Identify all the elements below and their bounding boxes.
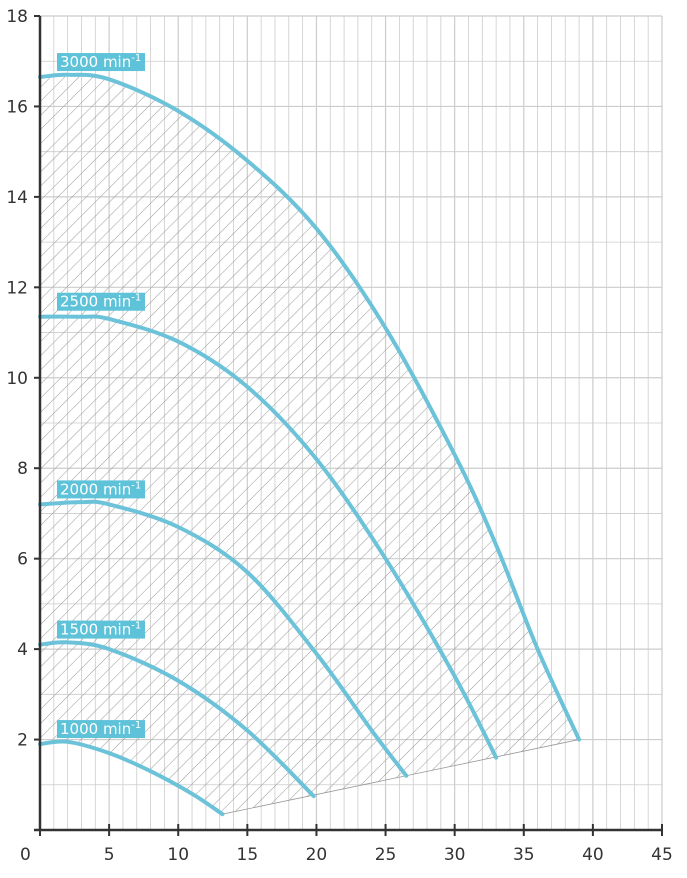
curve-label-1: 2500 min-1 xyxy=(57,292,145,311)
x-tick-label: 30 xyxy=(444,845,466,865)
axes xyxy=(34,15,663,836)
y-tick-label: 14 xyxy=(6,188,28,208)
speed-curve-0 xyxy=(38,72,582,742)
y-tick-label: 16 xyxy=(6,97,28,117)
y-tick-label: 18 xyxy=(6,7,28,27)
y-tick-label: 2 xyxy=(17,731,28,751)
tick-labels: 0 5 10 15 20 25 30 35 40 45 2 4 6 8 10 12 14 16 18 xyxy=(6,7,672,865)
speed-curves xyxy=(38,72,582,817)
curve-label-3: 1500 min-1 xyxy=(57,620,145,639)
curve-label-text: 2000 min-1 xyxy=(60,480,141,498)
y-tick-label: 12 xyxy=(6,278,28,298)
speed-curve-2 xyxy=(38,499,409,778)
x-tick-label: 20 xyxy=(306,845,328,865)
speed-curve-4 xyxy=(38,739,225,817)
curve-label-text: 1000 min-1 xyxy=(60,720,141,738)
curve-label-base: 2000 min xyxy=(60,480,131,498)
x-tick-label: 15 xyxy=(237,845,259,865)
curve-label-text: 2500 min-1 xyxy=(60,293,141,311)
speed-curve-3 xyxy=(38,640,316,799)
x-tick-label: 45 xyxy=(651,845,673,865)
curve-label-bg xyxy=(57,292,145,311)
curve-label-exponent: -1 xyxy=(131,293,141,304)
curve-label-bg xyxy=(57,53,145,72)
speed-curve-1 xyxy=(38,314,499,760)
curve-label-bg xyxy=(57,620,145,639)
y-tick-label: 4 xyxy=(17,640,28,660)
curve-label-base: 1500 min xyxy=(60,621,131,639)
curve-label-exponent: -1 xyxy=(131,621,141,632)
curve-label-base: 1000 min xyxy=(60,720,131,738)
curve-label-base: 3000 min xyxy=(60,53,131,71)
curve-label-4: 1000 min-1 xyxy=(57,720,145,739)
curve-label-text: 1500 min-1 xyxy=(60,621,141,639)
x-tick-label: 40 xyxy=(582,845,604,865)
curve-label-2: 2000 min-1 xyxy=(57,480,145,499)
curve-label-bg xyxy=(57,480,145,499)
y-tick-label: 6 xyxy=(17,550,28,570)
curve-label-text: 3000 min-1 xyxy=(60,53,141,71)
curve-label-0: 3000 min-1 xyxy=(57,53,145,72)
x-tick-label: 0 xyxy=(20,845,31,865)
curve-label-exponent: -1 xyxy=(131,480,141,491)
x-tick-label: 5 xyxy=(104,845,115,865)
operating-area-hatch xyxy=(40,74,580,815)
curve-label-bg xyxy=(57,720,145,739)
x-tick-label: 25 xyxy=(375,845,397,865)
curve-label-base: 2500 min xyxy=(60,293,131,311)
curve-label-exponent: -1 xyxy=(131,53,141,64)
y-tick-label: 10 xyxy=(6,369,28,389)
y-tick-label: 8 xyxy=(17,459,28,479)
curve-label-exponent: -1 xyxy=(131,720,141,731)
x-tick-label: 10 xyxy=(167,845,189,865)
x-tick-label: 35 xyxy=(513,845,535,865)
